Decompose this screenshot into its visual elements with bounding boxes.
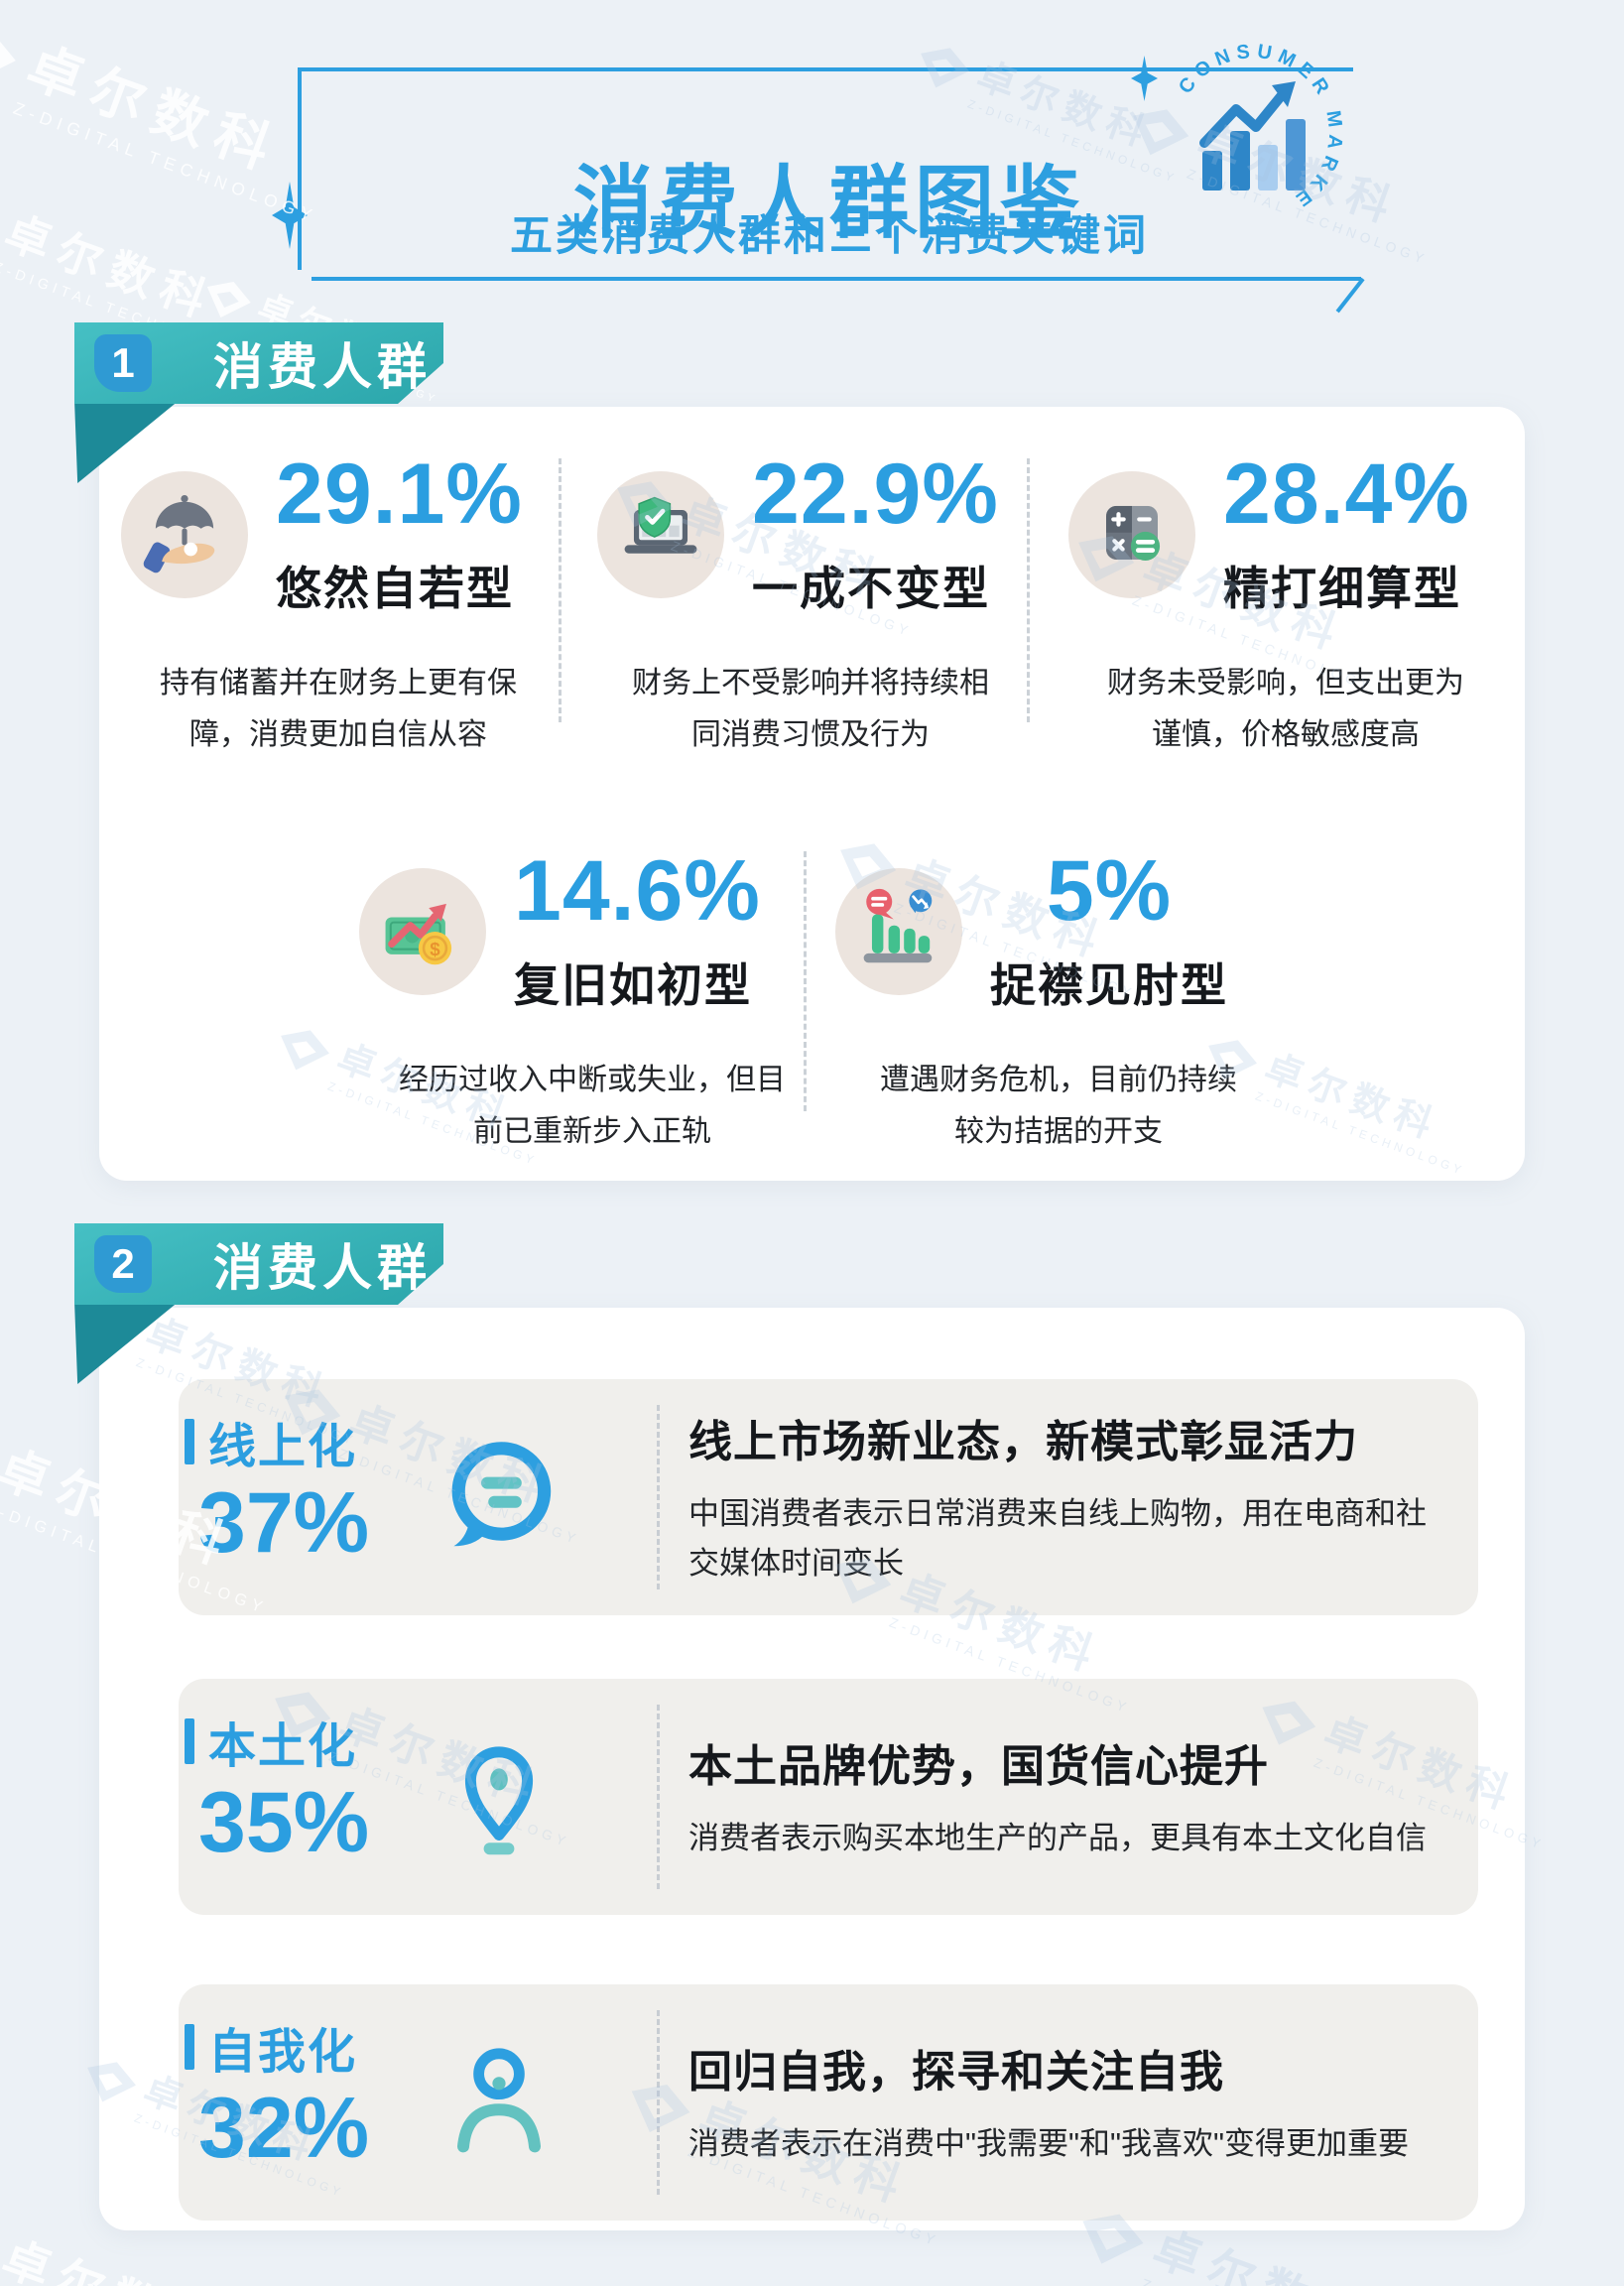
stat-percent: 5% [1046, 843, 1173, 939]
calculator-icon [1068, 471, 1195, 598]
keyword-row: 线上化 37% 线上市场新业态，新模式彰显活力 中国消费者表示日常消费来自线上购… [179, 1379, 1478, 1615]
row-description: 中国消费者表示日常消费来自线上购物，用在电商和社交媒体时间变长 [688, 1496, 1427, 1581]
stat-label: 精打细算型 [1223, 563, 1461, 614]
stat-label: 悠然自若型 [276, 563, 514, 614]
section2-panel: 线上化 37% 线上市场新业态，新模式彰显活力 中国消费者表示日常消费来自线上购… [99, 1308, 1525, 2230]
umbrella-hand-icon [121, 471, 248, 598]
row-description: 消费者表示在消费中"我需要"和"我喜欢"变得更加重要 [688, 2126, 1410, 2162]
row-heading: 回归自我，探寻和关注自我 [688, 2048, 1224, 2097]
row-heading: 线上市场新业态，新模式彰显活力 [688, 1418, 1358, 1467]
row-description: 消费者表示购买本地生产的产品，更具有本土文化自信 [688, 1821, 1427, 1856]
watermark-logo-icon [0, 27, 16, 85]
location-pin-icon [429, 1726, 569, 1867]
stat-percent: 28.4% [1223, 446, 1470, 542]
money-growth-icon: $ [359, 868, 486, 995]
stat-label: 一成不变型 [752, 563, 990, 614]
stat-card: 29.1% 悠然自若型 持有储蓄并在财务上更有保障，消费更加自信从容 [121, 451, 556, 760]
keyword-accent-bar [185, 1419, 194, 1464]
watermark-name: 卓尔数科 [1146, 2222, 1425, 2286]
frame-line-bottom [312, 277, 1361, 281]
section1-ribbon: 1 消费人群 [74, 322, 443, 404]
watermark-name: 卓尔数科 [0, 2232, 274, 2286]
dashed-divider [657, 1405, 660, 1589]
section1-panel: 29.1% 悠然自若型 持有储蓄并在财务上更有保障，消费更加自信从容 [99, 407, 1525, 1181]
keyword-percent: 35% [198, 1775, 370, 1870]
dashed-divider [559, 458, 562, 722]
stat-description: 遭遇财务危机，目前仍持续较为拮据的开支 [880, 1064, 1237, 1148]
keyword-accent-bar [185, 2024, 194, 2070]
frame-line-tick [1335, 277, 1365, 314]
stat-description: 持有储蓄并在财务上更有保障，消费更加自信从容 [160, 667, 517, 751]
dashed-divider [804, 851, 807, 1111]
watermark-logo-icon [206, 282, 251, 318]
section-title: 消费人群 [213, 339, 432, 395]
person-icon [429, 2032, 569, 2173]
declining-bars-icon [835, 868, 962, 995]
watermark-logo-icon [0, 189, 2, 259]
dashed-divider [1027, 458, 1030, 722]
keyword-accent-bar [185, 1718, 194, 1764]
stat-label: 捉襟见肘型 [990, 959, 1228, 1011]
stat-card: 28.4% 精打细算型 财务未受影响，但支出更为谨慎，价格敏感度高 [1068, 451, 1503, 760]
stat-description: 财务未受影响，但支出更为谨慎，价格敏感度高 [1107, 667, 1464, 751]
stat-card: 5% 捉襟见肘型 遭遇财务危机，目前仍持续较为拮据的开支 [835, 848, 1282, 1157]
dashed-divider [657, 2010, 660, 2195]
page-subtitle: 五类消费人群和三个消费关键词 [510, 212, 1149, 260]
keyword-percent: 37% [198, 1475, 370, 1571]
frame-line-left [298, 67, 302, 270]
stat-percent: 29.1% [276, 446, 523, 542]
watermark-name: 卓尔数科 [19, 37, 289, 185]
stat-percent: 14.6% [514, 843, 761, 939]
keyword-label: 线上化 [208, 1421, 358, 1473]
frame-line-top [298, 67, 1353, 71]
keyword-row: 自我化 32% 回归自我，探寻和关注自我 消费者表示在消费中"我需要"和"我喜欢… [179, 1984, 1478, 2221]
stat-description: 经历过收入中断或失业，但目前已重新步入正轨 [399, 1064, 786, 1148]
chat-bubble-icon [429, 1427, 569, 1568]
stat-label: 复旧如初型 [514, 959, 752, 1011]
keyword-label: 本土化 [208, 1720, 358, 1773]
consumer-market-chart-icon: CONSUMER MARKET [1149, 28, 1340, 213]
section-number-badge: 1 [94, 334, 152, 392]
page-title: 消费人群图鉴 [573, 158, 1085, 247]
dashed-divider [657, 1705, 660, 1889]
watermark-subtitle: Z-DIGITAL TECHNOLOGY [10, 97, 320, 227]
section-title: 消费人群 [213, 1240, 432, 1296]
row-heading: 本土品牌优势，国货信心提升 [688, 1742, 1269, 1792]
keyword-row: 本土化 35% 本土品牌优势，国货信心提升 消费者表示购买本地生产的产品，更具有… [179, 1679, 1478, 1915]
stat-description: 财务上不受影响并将持续相同消费习惯及行为 [632, 667, 989, 751]
section-number-badge: 2 [94, 1235, 152, 1293]
stat-percent: 22.9% [752, 446, 999, 542]
stat-card: 22.9% 一成不变型 财务上不受影响并将持续相同消费习惯及行为 [597, 451, 1024, 760]
keyword-label: 自我化 [208, 2026, 358, 2079]
stat-card: $ 14.6% 复旧如初型 经历过收入中断或失业，但目前已重新步入正轨 [359, 848, 825, 1157]
keyword-percent: 32% [198, 2081, 370, 2176]
watermark-subtitle: Z-DIGITAL TECHNOLOGY [1139, 2275, 1406, 2286]
section2-ribbon: 2 消费人群 [74, 1223, 443, 1305]
laptop-shield-icon [597, 471, 724, 598]
svg-text:$: $ [430, 939, 440, 959]
